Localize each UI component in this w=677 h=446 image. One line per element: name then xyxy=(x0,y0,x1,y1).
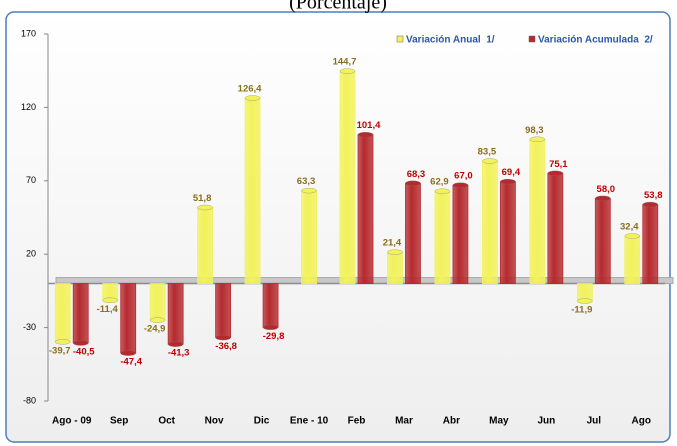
bar xyxy=(244,97,261,284)
data-label: 21,4 xyxy=(383,238,402,249)
x-tick-label: Sep xyxy=(110,416,128,427)
data-label: -39,7 xyxy=(49,345,71,356)
y-tick-label: 170 xyxy=(21,28,36,38)
y-tick-label: 20 xyxy=(26,249,36,259)
x-tick-label: Abr xyxy=(443,416,460,427)
data-label: 144,7 xyxy=(333,57,357,68)
bar xyxy=(405,182,421,284)
bar-cap xyxy=(547,170,563,176)
bar xyxy=(499,181,516,284)
x-tick-label: Ago - 09 xyxy=(52,416,92,427)
legend-swatch xyxy=(396,35,404,43)
bar-cap xyxy=(482,158,498,164)
bar-cap xyxy=(339,68,356,74)
bar-cap xyxy=(215,334,231,341)
data-label: 69,4 xyxy=(502,167,521,178)
bar xyxy=(215,283,232,338)
data-label: 58,0 xyxy=(597,184,616,195)
chart-frame xyxy=(5,11,671,443)
data-label: 98,3 xyxy=(525,125,544,136)
bar-cap xyxy=(120,350,136,356)
x-tick-label: Ago xyxy=(632,416,651,427)
bar xyxy=(529,138,546,284)
bar-cap xyxy=(642,201,658,208)
bar xyxy=(624,235,641,284)
x-tick-label: Feb xyxy=(348,416,366,427)
x-tick-label: Ene - 10 xyxy=(290,416,329,427)
x-tick-label: Mar xyxy=(395,416,413,427)
bar xyxy=(120,283,137,354)
data-label: 101,4 xyxy=(357,120,381,131)
y-tick-label: 120 xyxy=(21,102,36,112)
bar xyxy=(594,198,611,284)
data-label: 62,9 xyxy=(430,177,449,188)
data-label: 67,0 xyxy=(454,171,473,182)
x-tick-label: Oct xyxy=(158,416,175,427)
bar-cap xyxy=(529,136,545,142)
bar-cap xyxy=(452,182,469,188)
data-label: -24,9 xyxy=(144,324,166,335)
y-tick-label: -80 xyxy=(23,395,36,405)
bar-cap xyxy=(168,341,184,347)
legend-swatch xyxy=(528,35,536,43)
bar-cap xyxy=(301,187,317,194)
bar xyxy=(149,283,166,321)
x-tick-label: Nov xyxy=(205,416,224,427)
bar xyxy=(72,283,89,344)
bar-cap xyxy=(73,340,89,346)
bar-cap xyxy=(434,188,451,194)
bar xyxy=(357,134,374,284)
data-label: 83,5 xyxy=(478,146,497,157)
bar xyxy=(642,204,659,284)
bar-cap xyxy=(102,297,118,303)
bar xyxy=(481,160,498,284)
bar-cap xyxy=(262,324,279,330)
bar-cap xyxy=(55,339,71,345)
data-label: -11,9 xyxy=(571,305,592,316)
data-label: -41,3 xyxy=(168,348,190,359)
legend-label: Variación Anual 1/ xyxy=(406,35,495,46)
bar-cap xyxy=(624,233,640,239)
x-tick-label: Dic xyxy=(254,416,270,427)
bar-cap xyxy=(500,179,516,185)
bar xyxy=(339,70,356,284)
bar xyxy=(262,283,279,328)
data-label: -47,4 xyxy=(120,357,142,368)
bar-cap xyxy=(197,204,213,211)
bar-cap xyxy=(387,249,403,255)
data-label: -36,8 xyxy=(215,341,237,352)
data-label: 53,8 xyxy=(644,190,663,201)
bar-cap xyxy=(595,195,611,202)
data-label: 75,1 xyxy=(549,159,568,170)
bar xyxy=(167,283,184,345)
legend-label: Variación Acumulada 2/ xyxy=(538,35,653,46)
data-label: 126,4 xyxy=(238,84,262,95)
bar xyxy=(197,207,214,284)
bar-cap xyxy=(405,180,421,186)
bar xyxy=(54,283,71,343)
x-tick-label: Jun xyxy=(537,416,555,427)
bar xyxy=(452,184,469,284)
data-label: 63,3 xyxy=(297,176,316,187)
y-tick-label: 70 xyxy=(26,175,36,185)
bar xyxy=(387,251,403,284)
data-label: -29,8 xyxy=(263,331,285,342)
bar-cap xyxy=(577,298,593,304)
data-label: 32,4 xyxy=(620,222,639,233)
bar-cap xyxy=(244,95,261,101)
data-label: 51,8 xyxy=(193,193,212,204)
x-tick-label: May xyxy=(489,416,509,427)
y-tick-label: -30 xyxy=(23,322,36,332)
data-label: -40,5 xyxy=(73,347,95,358)
bar xyxy=(547,172,564,284)
data-label: 68,3 xyxy=(407,169,426,180)
bar-cap xyxy=(150,317,166,323)
bar xyxy=(301,190,317,284)
data-label: -11,4 xyxy=(97,304,119,315)
chart-title: (Porcentaje) xyxy=(289,0,387,14)
bar-cap xyxy=(357,132,374,138)
bar xyxy=(434,190,451,284)
x-tick-label: Jul xyxy=(587,416,602,427)
